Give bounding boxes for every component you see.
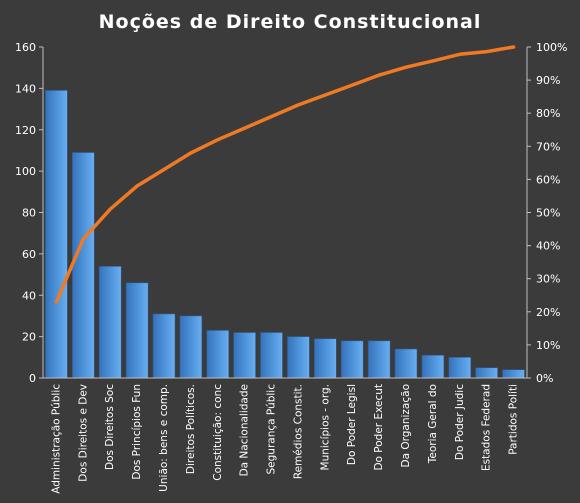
y-tick-label: 160 <box>15 41 36 54</box>
category-label: Segurança Públic <box>266 384 278 475</box>
y2-tick-label: 40% <box>536 240 560 253</box>
bar-17 <box>502 369 525 379</box>
y2-tick-label: 60% <box>536 173 560 186</box>
y2-tick-label: 50% <box>536 207 560 220</box>
bar-1 <box>72 152 95 379</box>
bar-14 <box>421 354 445 379</box>
bar-5 <box>179 315 203 379</box>
bar-15 <box>448 356 472 379</box>
category-label: Dos Direitos Soc <box>104 384 116 470</box>
chart-title: Noções de Direito Constitucional <box>99 11 482 33</box>
y-tick-label: 20 <box>22 331 36 344</box>
y-tick-label: 40 <box>22 289 36 302</box>
category-label: Teoria Geral do <box>427 384 439 464</box>
bar-2 <box>98 265 122 379</box>
y-tick-label: 100 <box>15 165 36 178</box>
category-label: Da Nacionalidade <box>239 384 251 476</box>
y-tick-label: 0 <box>29 372 36 385</box>
category-label: Partidos Políti <box>508 384 520 455</box>
y2-tick-label: 100% <box>536 41 567 54</box>
bar-4 <box>152 313 176 379</box>
y-tick-label: 60 <box>22 248 36 261</box>
y-tick-label: 120 <box>15 124 36 137</box>
bar-11 <box>340 340 364 379</box>
category-label: Dos Princípios Fun <box>131 384 143 480</box>
category-label: Do Poder Legisl <box>346 384 358 465</box>
bar-7 <box>233 332 256 379</box>
y2-tick-label: 20% <box>536 306 560 319</box>
bar-3 <box>125 282 149 379</box>
bar-16 <box>475 367 498 379</box>
axes <box>39 46 531 379</box>
category-label: Do Poder Judic <box>454 384 466 460</box>
category-label: Remédios Constit. <box>292 384 304 479</box>
y-tick-label: 80 <box>22 207 36 220</box>
category-label: Administração Públic <box>50 384 62 494</box>
category-label: Do Poder Execut <box>373 384 385 471</box>
category-label: Dos Direitos e Dev <box>77 384 89 482</box>
bar-0 <box>45 90 68 379</box>
y-tick-label: 140 <box>15 82 36 95</box>
bar-6 <box>206 330 230 379</box>
y2-tick-label: 80% <box>536 107 560 120</box>
bar-9 <box>287 336 310 379</box>
category-label: Estados Federad <box>481 384 493 471</box>
category-label: Da Organização <box>400 384 412 468</box>
y2-tick-label: 70% <box>536 140 560 153</box>
y2-tick-label: 30% <box>536 273 560 286</box>
y2-tick-label: 10% <box>536 339 560 352</box>
bar-12 <box>367 340 391 379</box>
y2-tick-label: 0% <box>536 372 553 385</box>
category-label: Direitos Políticos. <box>185 384 197 474</box>
cumulative-line <box>54 45 516 304</box>
category-label: Constituição: conc <box>212 384 224 481</box>
bar-series <box>45 90 525 379</box>
cumulative-line-series <box>54 45 516 304</box>
bar-8 <box>260 332 283 379</box>
tick-labels: 0 20 40 60 80 100 120 140 160 0% 10% 20% 30% 40% 50% 60… <box>15 41 567 494</box>
category-label: União: bens e comp. <box>158 384 170 492</box>
bar-13 <box>394 348 418 379</box>
category-label: Municípios - org. <box>319 384 331 470</box>
bar-10 <box>313 338 337 379</box>
y2-tick-label: 90% <box>536 74 560 87</box>
